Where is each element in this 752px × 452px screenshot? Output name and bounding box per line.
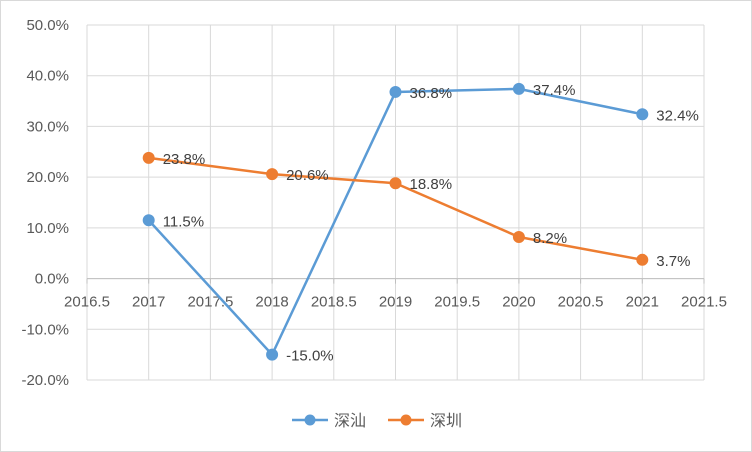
- y-tick-label: -10.0%: [21, 321, 69, 338]
- data-label: 20.6%: [286, 167, 329, 184]
- legend-marker: [400, 414, 412, 426]
- x-tick-label: 2017.5: [187, 294, 233, 311]
- data-label: 8.2%: [533, 230, 567, 247]
- data-label: 23.8%: [163, 151, 206, 168]
- legend: 深汕 深圳: [292, 412, 462, 430]
- x-tick-label: 2019: [379, 294, 412, 311]
- x-tick-label: 2019.5: [434, 294, 480, 311]
- legend-label: 深汕: [334, 412, 366, 430]
- data-point: [266, 348, 279, 361]
- data-point: [142, 214, 155, 227]
- axes: 50.0% 40.0% 30.0% 20.0% 10.0% 0.0% -10.0% -20.0…: [21, 17, 726, 389]
- series-lines: [142, 82, 649, 361]
- data-label: 18.8%: [410, 176, 453, 193]
- data-label: 3.7%: [656, 253, 690, 270]
- x-tick-label: 2017: [132, 294, 165, 311]
- y-tick-label: 0.0%: [35, 271, 69, 288]
- x-tick-label: 2021: [626, 294, 659, 311]
- y-tick-label: 40.0%: [26, 68, 69, 85]
- data-point: [512, 230, 525, 243]
- data-label: 32.4%: [656, 107, 699, 124]
- x-tick-label: 2020.5: [558, 294, 604, 311]
- data-point: [142, 151, 155, 164]
- legend-marker: [304, 414, 316, 426]
- x-tick-label: 2018.5: [311, 294, 357, 311]
- y-tick-label: -20.0%: [21, 372, 69, 389]
- y-tick-label: 20.0%: [26, 169, 69, 186]
- data-label: 37.4%: [533, 82, 576, 99]
- data-point: [389, 85, 402, 98]
- x-tick-label: 2016.5: [64, 294, 110, 311]
- y-tick-label: 10.0%: [26, 220, 69, 237]
- x-tick-label: 2018: [255, 294, 288, 311]
- x-tick-label: 2020: [502, 294, 535, 311]
- data-label: -15.0%: [286, 348, 334, 365]
- gridlines: [86, 24, 705, 381]
- data-point: [266, 168, 279, 181]
- x-tick-label: 2021.5: [681, 294, 727, 311]
- data-labels: 11.5% -15.0% 36.8% 37.4% 32.4% 23.8% 20.6% 18.8…: [163, 82, 699, 365]
- y-tick-label: 30.0%: [26, 118, 69, 135]
- data-point: [512, 82, 525, 95]
- data-label: 36.8%: [410, 85, 453, 102]
- data-point: [636, 108, 649, 121]
- legend-label: 深圳: [430, 412, 462, 430]
- data-label: 11.5%: [163, 213, 204, 230]
- data-point: [389, 177, 402, 190]
- y-tick-label: 50.0%: [26, 17, 69, 34]
- data-point: [636, 253, 649, 266]
